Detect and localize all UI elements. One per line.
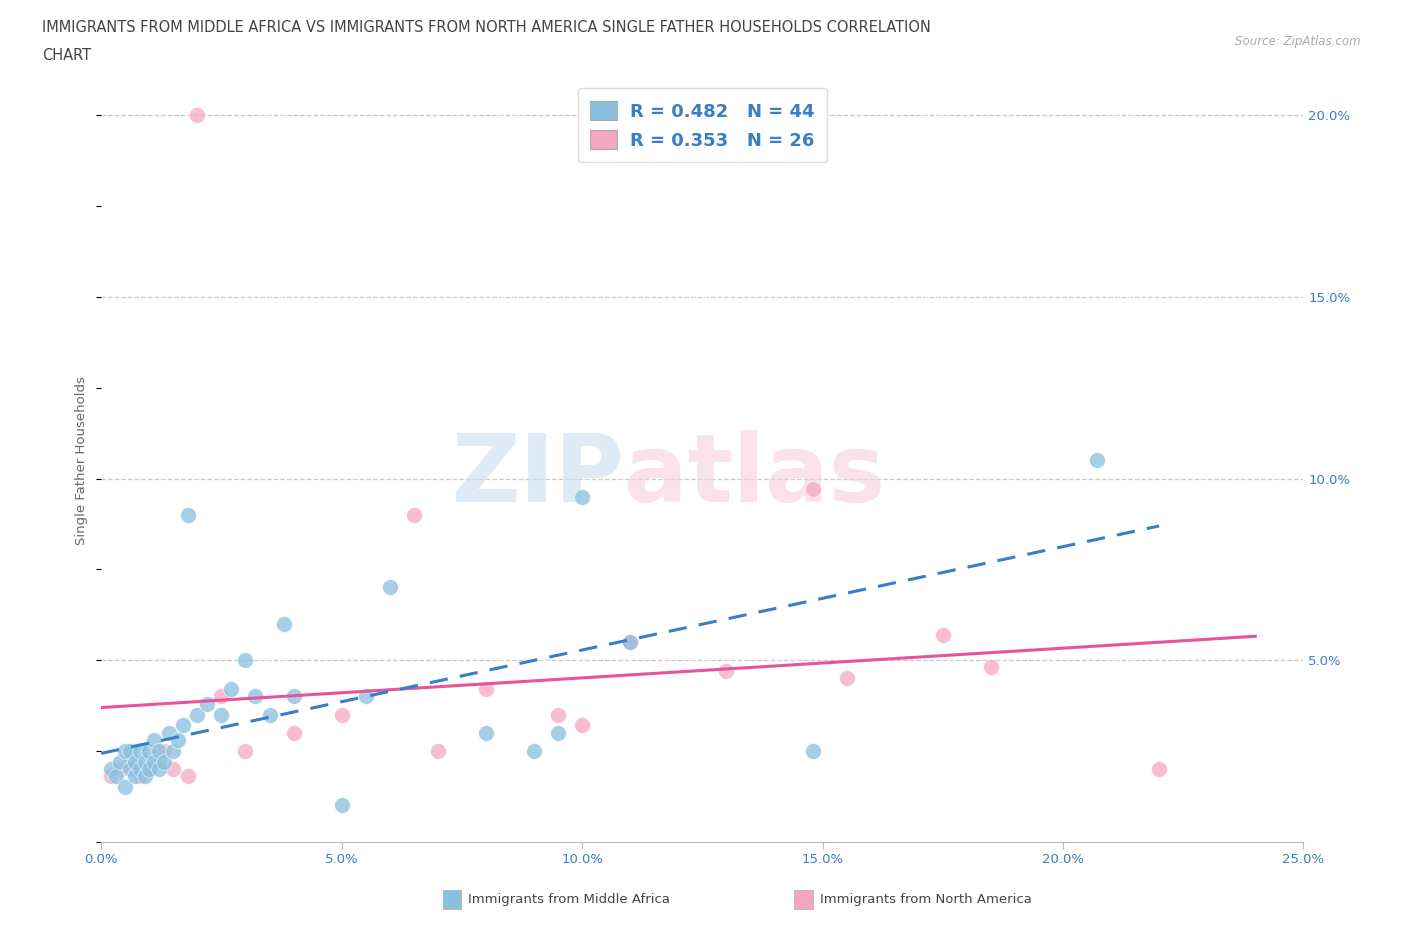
Text: ZIP: ZIP — [451, 430, 624, 522]
Point — [167, 733, 190, 748]
Point — [128, 743, 150, 758]
Point — [124, 754, 146, 769]
Point — [235, 743, 257, 758]
Legend: R = 0.482   N = 44, R = 0.353   N = 26: R = 0.482 N = 44, R = 0.353 N = 26 — [578, 88, 827, 162]
Point — [426, 743, 449, 758]
Point — [931, 627, 953, 642]
Point — [138, 762, 160, 777]
Point — [152, 754, 174, 769]
Point — [186, 108, 208, 123]
Point — [157, 725, 180, 740]
Point — [980, 660, 1002, 675]
Text: atlas: atlas — [624, 430, 886, 522]
Point — [120, 743, 142, 758]
Point — [801, 743, 824, 758]
Point — [120, 754, 142, 769]
Point — [801, 482, 824, 497]
Y-axis label: Single Father Households: Single Father Households — [75, 376, 89, 545]
Point — [475, 682, 498, 697]
Text: Source: ZipAtlas.com: Source: ZipAtlas.com — [1236, 35, 1361, 48]
Point — [330, 798, 353, 813]
Point — [152, 743, 174, 758]
Point — [402, 508, 425, 523]
Point — [186, 707, 208, 722]
Point — [195, 697, 218, 711]
Point — [148, 762, 170, 777]
Point — [283, 725, 305, 740]
Point — [547, 707, 569, 722]
Point — [134, 769, 156, 784]
Point — [100, 762, 122, 777]
Point — [110, 762, 132, 777]
Point — [259, 707, 281, 722]
Point — [143, 733, 166, 748]
Point — [571, 718, 593, 733]
Point — [128, 762, 150, 777]
Point — [547, 725, 569, 740]
Point — [243, 689, 266, 704]
Point — [120, 762, 142, 777]
Point — [100, 769, 122, 784]
Point — [177, 769, 200, 784]
Point — [128, 769, 150, 784]
Point — [114, 743, 136, 758]
Point — [134, 754, 156, 769]
Point — [138, 743, 160, 758]
Point — [571, 489, 593, 504]
Point — [378, 580, 401, 595]
Point — [1147, 762, 1170, 777]
Point — [219, 682, 242, 697]
Point — [172, 718, 194, 733]
Point — [619, 634, 641, 649]
Point — [124, 769, 146, 784]
Point — [148, 754, 170, 769]
Point — [1085, 453, 1108, 468]
Point — [162, 762, 184, 777]
Point — [354, 689, 377, 704]
Point — [211, 707, 233, 722]
Text: Immigrants from North America: Immigrants from North America — [820, 893, 1032, 906]
Point — [148, 743, 170, 758]
Point — [330, 707, 353, 722]
Point — [143, 754, 166, 769]
Point — [114, 779, 136, 794]
Point — [273, 617, 295, 631]
Point — [110, 754, 132, 769]
Point — [177, 508, 200, 523]
Text: CHART: CHART — [42, 48, 91, 63]
Point — [211, 689, 233, 704]
Text: IMMIGRANTS FROM MIDDLE AFRICA VS IMMIGRANTS FROM NORTH AMERICA SINGLE FATHER HOU: IMMIGRANTS FROM MIDDLE AFRICA VS IMMIGRA… — [42, 20, 931, 35]
Point — [475, 725, 498, 740]
Point — [716, 663, 738, 678]
Point — [619, 634, 641, 649]
Point — [138, 762, 160, 777]
Point — [162, 743, 184, 758]
Point — [104, 769, 127, 784]
Point — [835, 671, 858, 685]
Text: Immigrants from Middle Africa: Immigrants from Middle Africa — [468, 893, 671, 906]
Point — [283, 689, 305, 704]
Point — [235, 653, 257, 668]
Point — [523, 743, 546, 758]
